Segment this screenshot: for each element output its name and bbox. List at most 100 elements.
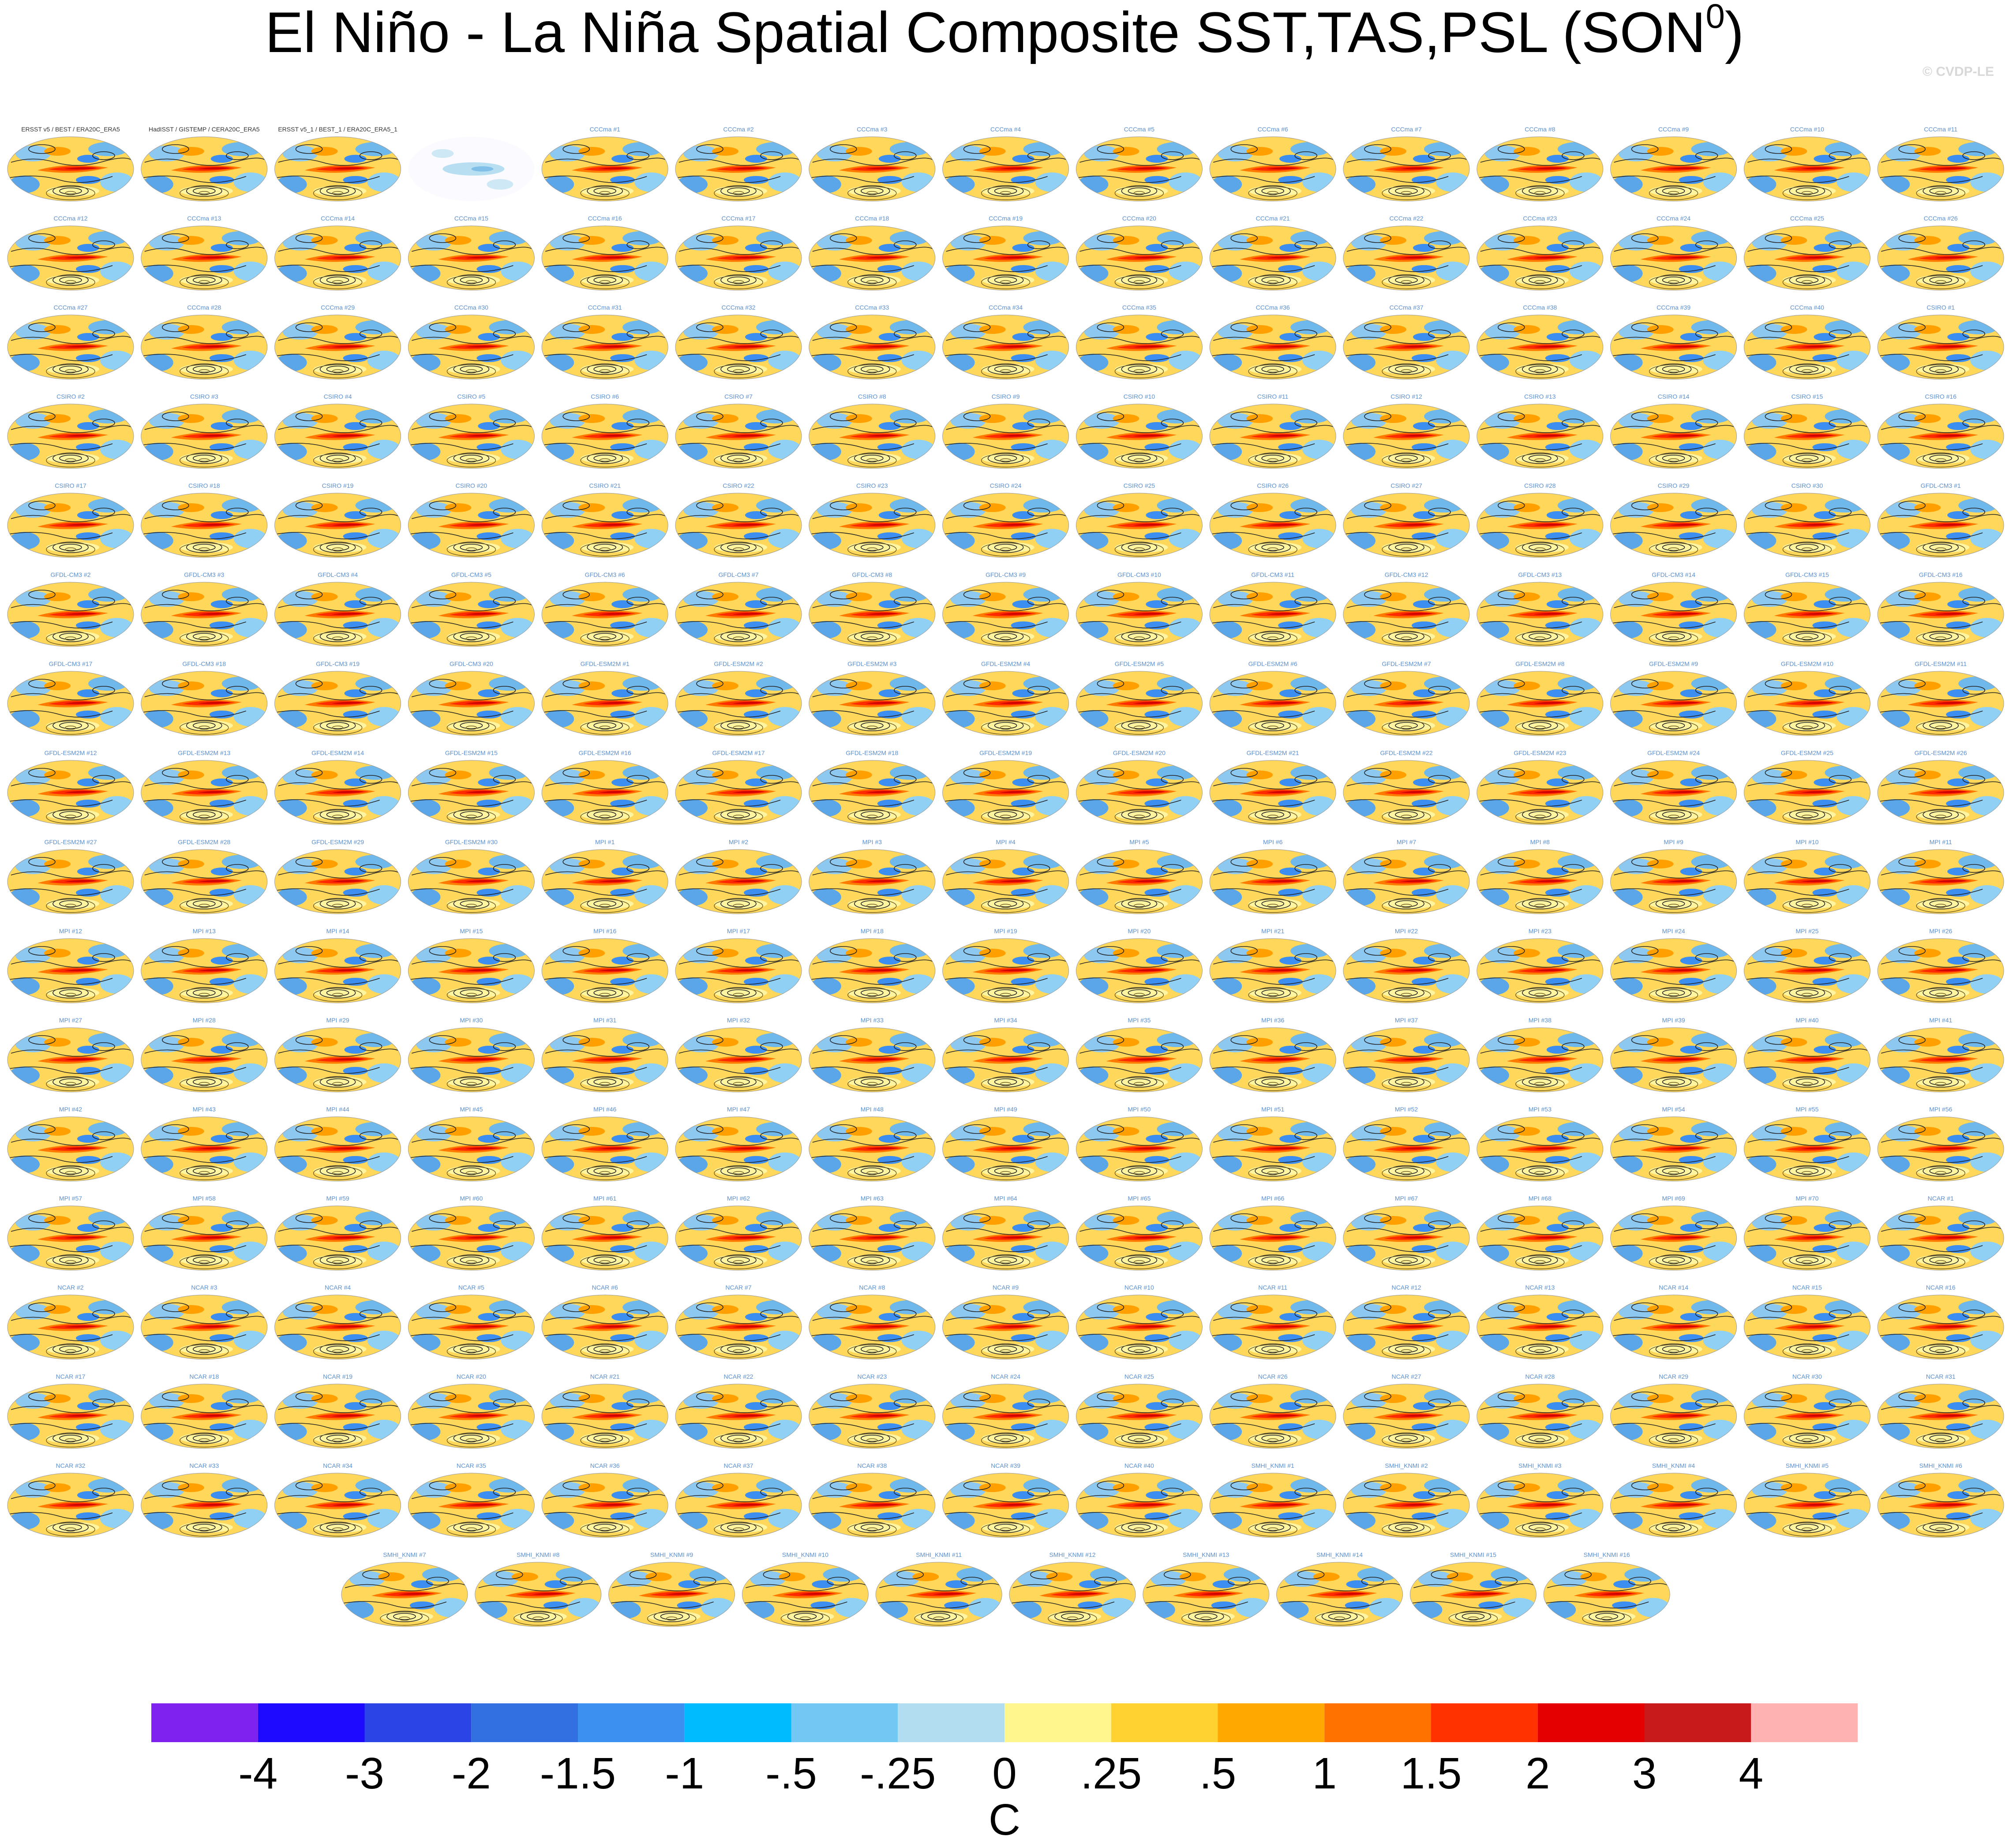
panel-title: NCAR #34 [323,1462,352,1469]
map [407,225,535,291]
map [741,1561,869,1627]
panel: MPI #62 [675,1195,802,1271]
panel-title: MPI #63 [861,1195,884,1202]
map [675,1116,802,1182]
panel-title: MPI #12 [59,928,82,935]
panel-title: MPI #29 [326,1017,349,1024]
panel-title: MPI #41 [1929,1017,1952,1024]
panel: MPI #58 [140,1195,268,1271]
map [7,492,135,558]
panel: NCAR #31 [1877,1373,2005,1449]
map [1743,581,1871,647]
panel-title: GFDL-ESM2M #18 [846,749,898,756]
panel-title: MPI #44 [326,1106,349,1113]
map [1209,492,1337,558]
panel-title: MPI #38 [1529,1017,1552,1024]
map [274,136,402,202]
map [1476,1383,1604,1449]
panel: MPI #65 [1075,1195,1203,1271]
panel: NCAR #37 [675,1462,802,1538]
color-box [1751,1703,1858,1742]
map [7,581,135,647]
map [1075,1383,1203,1449]
panel-title: NCAR #26 [1258,1373,1288,1380]
map [541,759,669,826]
panel-title: CCCma #16 [588,215,622,222]
panel-title: NCAR #14 [1659,1284,1688,1291]
panel: CCCma #17 [675,215,802,291]
panel-title: GFDL-CM3 #10 [1117,571,1161,578]
panel-title: MPI #3 [862,838,882,845]
panel-title: CCCma #23 [1523,215,1557,222]
panel: GFDL-CM3 #4 [274,571,402,647]
panel-title: MPI #13 [193,928,216,935]
panel-title: MPI #20 [1128,928,1151,935]
map [407,1383,535,1449]
map [1342,1472,1470,1538]
panel-title: GFDL-CM3 #6 [585,571,625,578]
map [1476,1472,1604,1538]
panel: GFDL-ESM2M #24 [1610,749,1738,826]
panel: MPI #8 [1476,838,1604,915]
map [1342,759,1470,826]
panel-title: GFDL-ESM2M #29 [311,838,364,845]
panel-title: MPI #61 [593,1195,616,1202]
map [407,492,535,558]
map [808,1205,936,1271]
panel-title: CSIRO #17 [55,482,86,489]
panel-title: MPI #35 [1128,1017,1151,1024]
panel: GFDL-CM3 #11 [1209,571,1337,647]
color-box [791,1703,898,1742]
panel: CSIRO #10 [1075,393,1203,469]
color-box [898,1703,1004,1742]
map [7,314,135,380]
panel: CCCma #7 [1342,126,1470,202]
panel-title: NCAR #18 [189,1373,219,1380]
panel-title: GFDL-ESM2M #23 [1514,749,1566,756]
panel-title: MPI #2 [729,838,749,845]
map [274,849,402,915]
panel: CCCma #33 [808,304,936,380]
panel-title: NCAR #19 [323,1373,352,1380]
panel-title: MPI #67 [1395,1195,1418,1202]
panel: HadISST / GISTEMP / CERA20C_ERA5 [140,126,268,202]
panel-title: MPI #24 [1662,928,1685,935]
map [1610,1472,1738,1538]
map [942,849,1070,915]
panel: MPI #31 [541,1017,669,1093]
map [7,849,135,915]
panel: GFDL-ESM2M #22 [1342,749,1470,826]
map [1342,849,1470,915]
map [1209,136,1337,202]
panel-title: CCCma #39 [1657,304,1690,311]
panel-title: CSIRO #21 [589,482,621,489]
panel-title: GFDL-CM3 #1 [1921,482,1961,489]
panel: SMHI_KNMI #14 [1276,1551,1404,1627]
panel: MPI #59 [274,1195,402,1271]
panel-title: MPI #54 [1662,1106,1685,1113]
map [541,670,669,737]
panel-title: NCAR #11 [1258,1284,1287,1291]
panel-title: CCCma #17 [721,215,755,222]
panel: NCAR #15 [1743,1284,1871,1360]
map [808,938,936,1004]
panel: GFDL-CM3 #2 [7,571,135,647]
map [675,849,802,915]
panel: CSIRO #22 [675,482,802,558]
panel: MPI #13 [140,928,268,1004]
panel: MPI #43 [140,1106,268,1182]
map [274,1294,402,1360]
panel-title: SMHI_KNMI #4 [1652,1462,1695,1469]
panel: CCCma #12 [7,215,135,291]
panel: MPI #42 [7,1106,135,1182]
panel: MPI #67 [1342,1195,1470,1271]
panel-title: NCAR #2 [57,1284,83,1291]
panel-title: CCCma #29 [321,304,355,311]
map [541,1205,669,1271]
map [274,403,402,469]
map [1610,314,1738,380]
panel: GFDL-CM3 #19 [274,660,402,737]
map [140,581,268,647]
map [407,403,535,469]
map [1610,1116,1738,1182]
